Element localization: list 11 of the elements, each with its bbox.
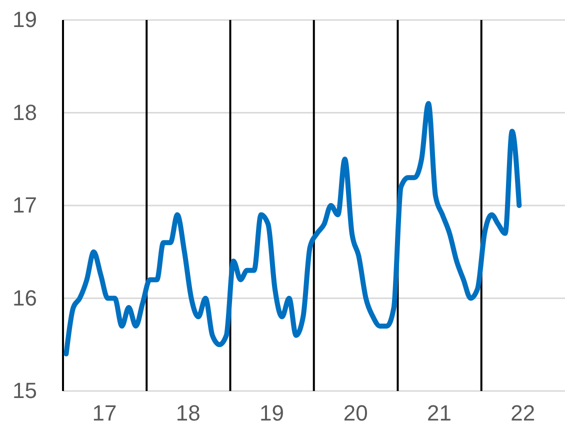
y-tick-label: 16 xyxy=(12,285,37,310)
x-tick-label: 21 xyxy=(426,400,452,426)
y-tick-label: 15 xyxy=(12,378,37,404)
x-tick-label: 20 xyxy=(343,400,368,426)
x-tick-label: 17 xyxy=(92,400,117,426)
x-tick-label: 18 xyxy=(176,400,200,426)
y-tick-label: 19 xyxy=(12,7,37,32)
x-tick-label: 19 xyxy=(259,400,284,426)
x-tick-label: 22 xyxy=(510,400,536,426)
y-tick-label: 17 xyxy=(12,192,37,218)
y-tick-label: 18 xyxy=(12,100,37,125)
